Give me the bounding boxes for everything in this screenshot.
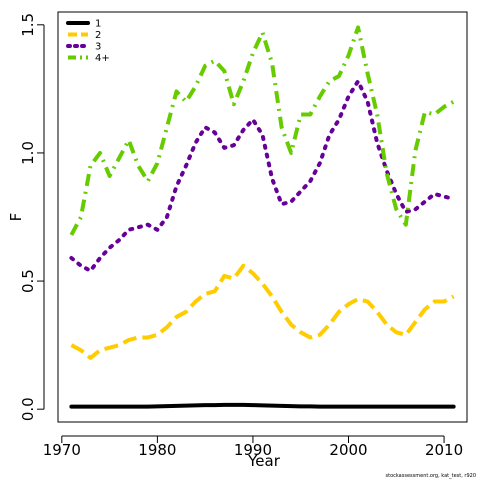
- x-axis: 1970 1980 1990 2000 2010: [43, 435, 463, 459]
- legend-label: 2: [95, 30, 101, 41]
- y-tick-label: 1.0: [19, 141, 37, 165]
- x-tick-label: 2010: [425, 441, 463, 459]
- x-tick-label: 1990: [234, 441, 272, 459]
- y-axis: 0.0 0.5 1.0 1.5: [19, 13, 45, 421]
- series-line-1: [69, 402, 456, 409]
- series-layer: [69, 25, 456, 409]
- series-line-2: [70, 263, 455, 360]
- legend-label: 4+: [95, 53, 110, 64]
- y-tick-label: 1.5: [19, 13, 37, 37]
- footnote: stockassessment.org, kat_test, r920: [386, 473, 477, 479]
- legend-label: 1: [95, 19, 101, 30]
- series-line-3: [69, 79, 456, 273]
- x-tick-label: 2000: [329, 441, 367, 459]
- x-tick-label: 1980: [138, 441, 176, 459]
- y-tick-label: 0.5: [19, 269, 37, 293]
- x-axis-title: Year: [247, 452, 281, 470]
- plot-frame: [57, 11, 468, 423]
- y-axis-title: F: [7, 213, 25, 222]
- x-tick-label: 1970: [43, 441, 81, 459]
- y-tick-label: 0.0: [19, 397, 37, 421]
- legend-label: 3: [95, 42, 101, 53]
- series-line-4plus: [69, 25, 455, 236]
